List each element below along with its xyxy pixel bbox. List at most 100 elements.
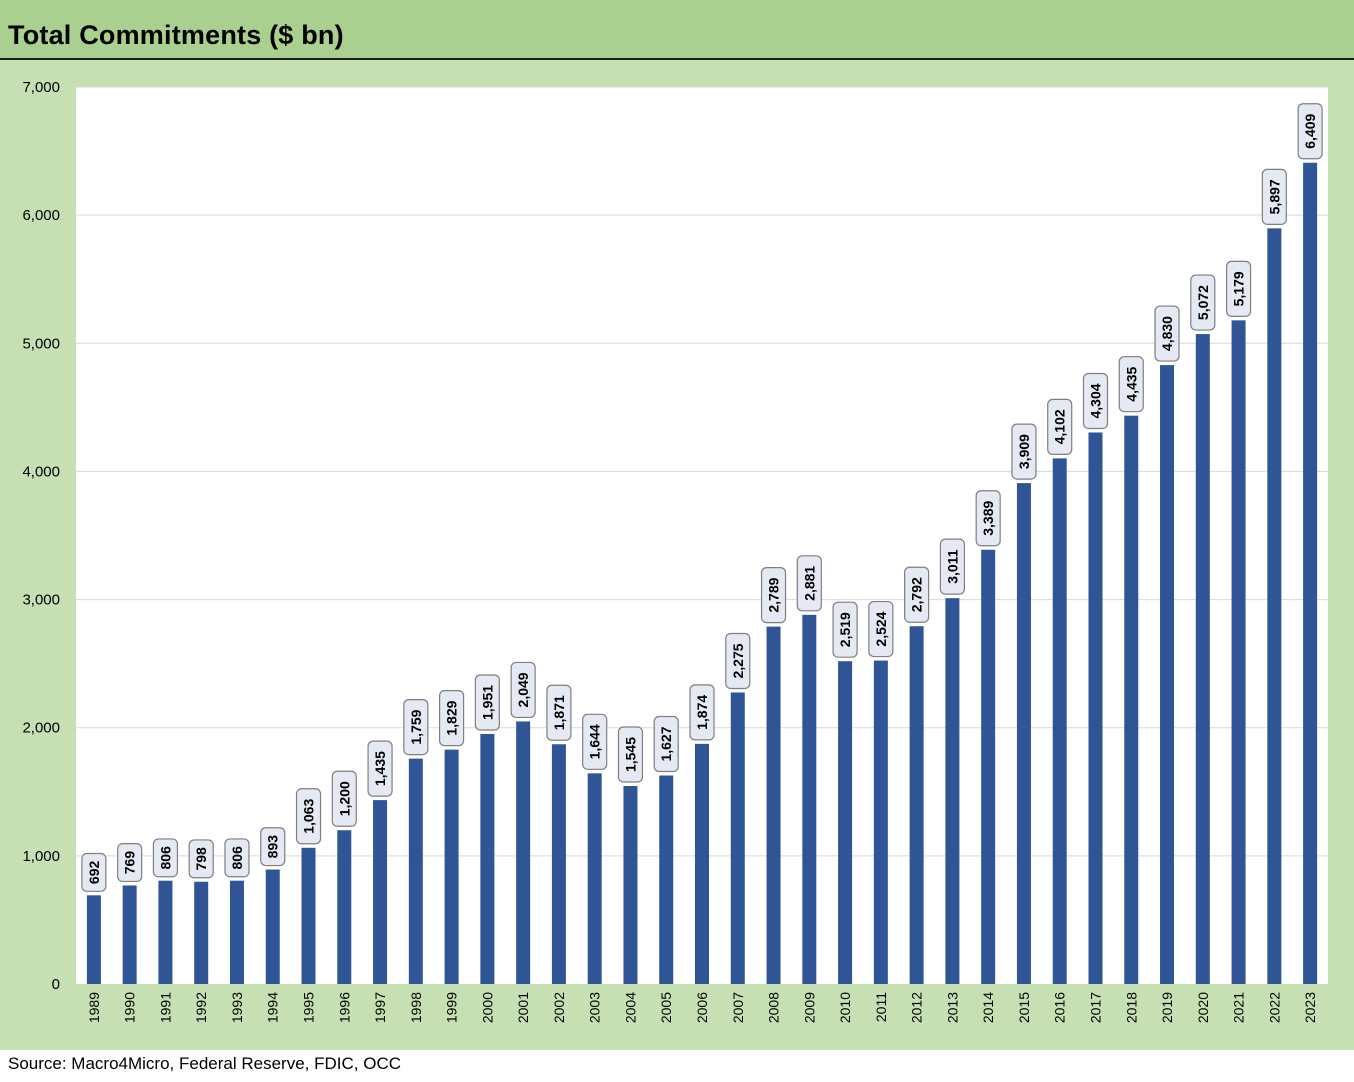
data-label-box: [403, 698, 429, 756]
data-label-text: 5,072: [1195, 285, 1211, 320]
y-tick-label: 1,000: [22, 848, 60, 865]
data-label-box: [474, 674, 500, 731]
x-tick-label: 2021: [1231, 992, 1247, 1023]
data-label-box: [617, 726, 644, 783]
bar: [1195, 334, 1210, 984]
bar: [122, 885, 137, 984]
bar: [86, 895, 101, 984]
bar: [194, 881, 209, 984]
data-label-text: 1,627: [658, 726, 674, 761]
x-tick-label: 2015: [1016, 992, 1032, 1023]
data-label-box: [331, 770, 357, 827]
x-tick-label: 2005: [658, 992, 674, 1023]
bar: [1052, 458, 1067, 984]
x-tick-label: 1991: [157, 992, 173, 1023]
bars: [86, 162, 1318, 985]
x-tick-label: 2013: [944, 992, 960, 1023]
data-label: 1,063: [295, 788, 322, 845]
bar: [945, 598, 960, 984]
x-tick-label: 2022: [1266, 992, 1282, 1023]
data-label: 5,072: [1190, 274, 1216, 331]
x-tick-label: 2020: [1195, 992, 1211, 1023]
data-label-text: 806: [229, 846, 245, 870]
x-tick-label: 2009: [801, 992, 817, 1023]
y-tick-label: 0: [52, 976, 60, 993]
data-label-box: [81, 852, 107, 892]
bar: [623, 786, 638, 984]
bar: [1303, 162, 1318, 984]
bar: [730, 692, 745, 984]
data-label-text: 5,897: [1266, 179, 1282, 214]
x-tick-label: 1990: [122, 992, 138, 1023]
data-label: 2,049: [510, 661, 536, 719]
data-label-box: [796, 555, 822, 612]
bar: [551, 744, 566, 984]
data-label-box: [904, 566, 930, 623]
bar: [337, 830, 352, 984]
data-label-box: [760, 567, 787, 624]
x-tick-label: 1996: [336, 992, 352, 1023]
x-tick-label: 2012: [909, 992, 925, 1023]
x-tick-label: 1999: [444, 992, 460, 1023]
y-tick-label: 2,000: [22, 720, 60, 737]
x-tick-label: 2016: [1052, 992, 1068, 1023]
x-tick-label: 2003: [587, 992, 603, 1023]
data-label: 4,102: [1047, 398, 1073, 455]
bar: [1267, 228, 1282, 985]
x-tick-label: 1993: [229, 992, 245, 1023]
bar: [873, 660, 888, 984]
data-label-text: 1,200: [336, 781, 352, 816]
bar: [909, 626, 924, 984]
x-tick-label: 2008: [766, 992, 782, 1023]
data-label-text: 1,951: [479, 685, 495, 720]
bar: [265, 869, 280, 984]
bar: [1088, 432, 1103, 984]
data-label-text: 4,304: [1087, 383, 1103, 418]
data-label-text: 2,519: [837, 612, 853, 647]
x-tick-label: 2004: [622, 992, 638, 1023]
data-label-text: 2,792: [909, 577, 925, 612]
bar: [802, 614, 817, 984]
data-label: 692: [81, 852, 107, 892]
bar: [1231, 320, 1246, 984]
data-label-text: 1,874: [694, 695, 710, 730]
bar: [1160, 365, 1175, 984]
data-label-box: [1225, 260, 1252, 317]
bar: [1016, 483, 1031, 984]
data-label: 1,871: [546, 684, 572, 741]
data-label-box: [1118, 356, 1144, 413]
x-tick-label: 2023: [1302, 992, 1318, 1023]
data-label: 1,874: [689, 684, 715, 741]
data-label: 5,179: [1225, 260, 1252, 317]
data-label-text: 3,909: [1016, 434, 1032, 469]
source-note: Source: Macro4Micro, Federal Reserve, FD…: [8, 1054, 401, 1073]
data-label-text: 1,871: [551, 695, 567, 730]
x-tick-label: 1994: [265, 992, 281, 1023]
data-label-box: [439, 690, 465, 747]
y-tick-label: 3,000: [22, 592, 60, 609]
data-label-text: 2,789: [766, 577, 782, 612]
bar: [766, 626, 781, 984]
data-label-box: [260, 827, 286, 867]
data-label-box: [725, 632, 751, 690]
data-label-box: [546, 684, 572, 741]
x-tick-label: 2002: [551, 992, 567, 1023]
data-label-text: 692: [86, 861, 102, 885]
x-tick-label: 2019: [1159, 992, 1175, 1023]
y-axis-ticks: 0 1,000 2,000 3,000 4,000 5,000 6,000 7,000: [22, 79, 60, 993]
data-label-box: [367, 740, 393, 797]
data-label-text: 2,049: [515, 672, 531, 707]
data-label: 5,897: [1261, 168, 1287, 225]
bar: [373, 800, 388, 984]
x-tick-label: 1997: [372, 992, 388, 1023]
x-tick-label: 2007: [730, 992, 746, 1023]
data-label: 2,881: [796, 555, 822, 612]
y-tick-label: 5,000: [22, 335, 60, 352]
data-label-box: [1261, 168, 1287, 225]
data-label-text: 5,179: [1231, 271, 1247, 306]
data-label-box: [1154, 305, 1180, 362]
data-label-text: 4,435: [1123, 366, 1139, 401]
bar: [838, 661, 853, 984]
bar: [1124, 415, 1139, 985]
x-tick-label: 1992: [193, 992, 209, 1023]
